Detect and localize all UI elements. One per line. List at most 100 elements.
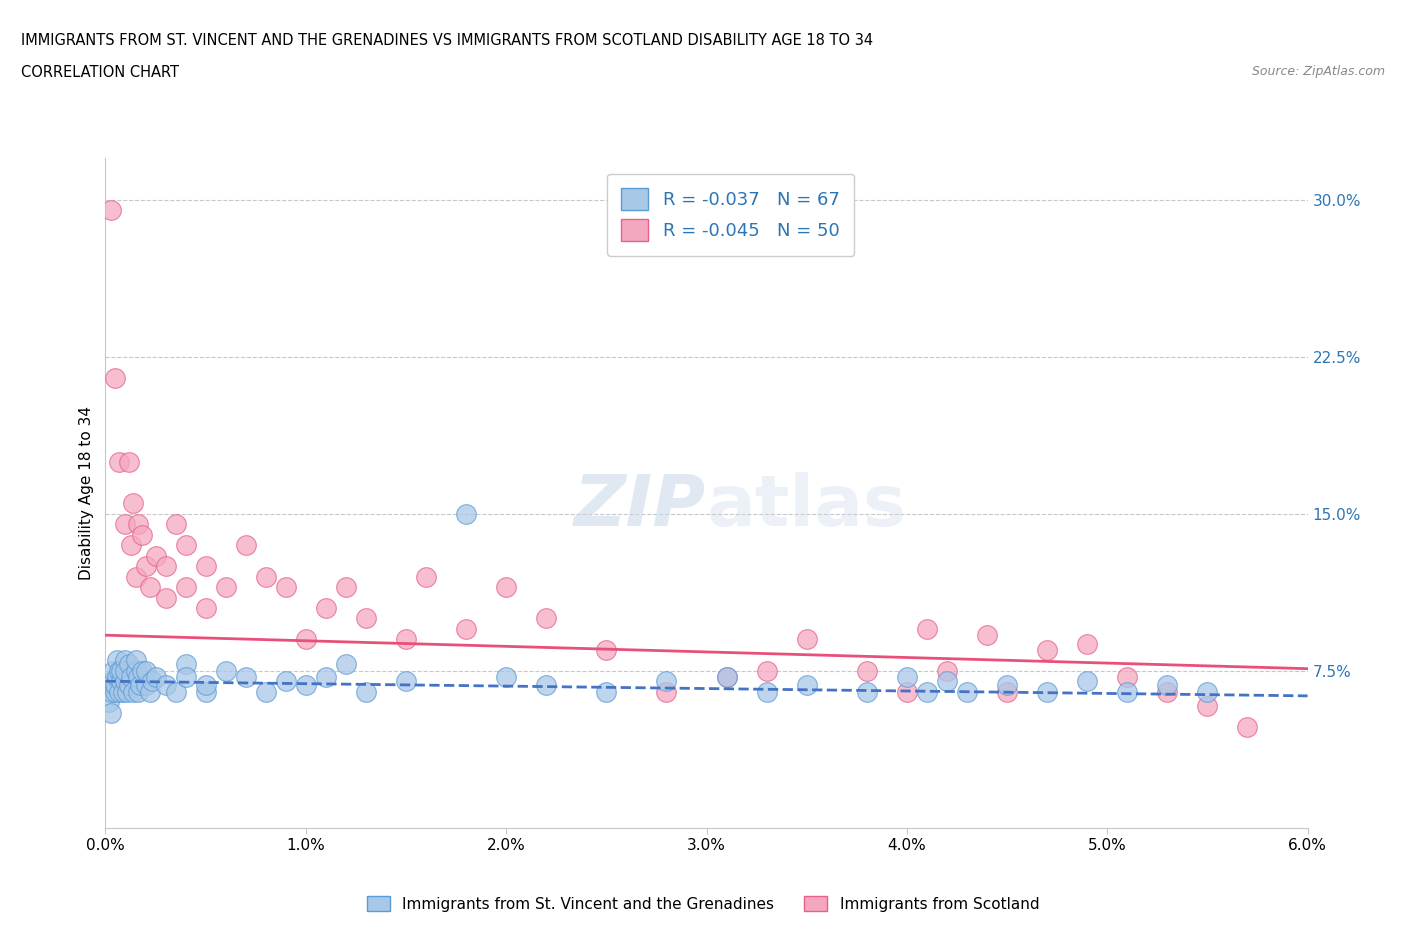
Point: [1076, 673, 1098, 688]
Point: [127, 684, 149, 699]
Text: IMMIGRANTS FROM ST. VINCENT AND THE GRENADINES VS IMMIGRANTS FROM SCOTLAND DISAB: IMMIGRANTS FROM ST. VINCENT AND THE GREN…: [21, 33, 873, 47]
Point: [274, 673, 297, 688]
Point: [534, 678, 557, 693]
Point: [118, 454, 141, 469]
Point: [110, 673, 132, 688]
Point: [124, 569, 146, 584]
Point: [295, 678, 318, 693]
Point: [214, 579, 236, 594]
Point: [138, 579, 160, 594]
Point: [335, 579, 357, 594]
Point: [104, 684, 127, 699]
Point: [194, 678, 217, 693]
Point: [155, 678, 177, 693]
Point: [254, 569, 277, 584]
Point: [103, 673, 125, 688]
Point: [915, 621, 938, 636]
Point: [315, 601, 337, 616]
Point: [104, 370, 127, 385]
Point: [194, 684, 217, 699]
Point: [108, 684, 131, 699]
Text: CORRELATION CHART: CORRELATION CHART: [21, 65, 179, 80]
Point: [128, 678, 150, 693]
Point: [155, 559, 177, 574]
Point: [595, 684, 617, 699]
Point: [395, 673, 418, 688]
Point: [936, 673, 959, 688]
Point: [1036, 643, 1059, 658]
Point: [121, 538, 143, 552]
Point: [1236, 720, 1258, 735]
Point: [114, 653, 136, 668]
Point: [1116, 684, 1139, 699]
Point: [114, 673, 136, 688]
Point: [495, 579, 517, 594]
Point: [354, 684, 377, 699]
Point: [122, 684, 145, 699]
Point: [112, 684, 135, 699]
Point: [174, 579, 197, 594]
Point: [98, 695, 121, 710]
Point: [796, 632, 818, 647]
Point: [145, 548, 167, 563]
Point: [796, 678, 818, 693]
Point: [110, 663, 132, 678]
Point: [235, 538, 257, 552]
Point: [124, 663, 146, 678]
Y-axis label: Disability Age 18 to 34: Disability Age 18 to 34: [79, 405, 94, 580]
Point: [122, 496, 145, 511]
Point: [295, 632, 318, 647]
Point: [194, 601, 217, 616]
Point: [995, 678, 1018, 693]
Legend: Immigrants from St. Vincent and the Grenadines, Immigrants from Scotland: Immigrants from St. Vincent and the Gren…: [361, 889, 1045, 918]
Point: [1156, 678, 1178, 693]
Point: [131, 527, 153, 542]
Point: [1116, 670, 1139, 684]
Point: [165, 684, 187, 699]
Point: [100, 203, 122, 218]
Point: [395, 632, 418, 647]
Point: [135, 678, 157, 693]
Point: [114, 663, 136, 678]
Point: [534, 611, 557, 626]
Point: [127, 517, 149, 532]
Point: [104, 678, 127, 693]
Point: [454, 506, 477, 521]
Point: [1197, 684, 1219, 699]
Point: [495, 670, 517, 684]
Text: Source: ZipAtlas.com: Source: ZipAtlas.com: [1251, 65, 1385, 78]
Point: [103, 663, 125, 678]
Point: [655, 684, 678, 699]
Point: [755, 663, 778, 678]
Point: [135, 559, 157, 574]
Point: [118, 657, 141, 671]
Text: ZIP: ZIP: [574, 472, 707, 540]
Point: [107, 653, 129, 668]
Point: [100, 684, 122, 699]
Point: [254, 684, 277, 699]
Point: [155, 591, 177, 605]
Point: [174, 657, 197, 671]
Point: [716, 670, 738, 684]
Text: atlas: atlas: [707, 472, 907, 540]
Point: [896, 670, 918, 684]
Point: [655, 673, 678, 688]
Point: [214, 663, 236, 678]
Point: [1197, 699, 1219, 714]
Point: [936, 663, 959, 678]
Point: [174, 538, 197, 552]
Point: [107, 670, 129, 684]
Point: [415, 569, 437, 584]
Point: [114, 517, 136, 532]
Point: [716, 670, 738, 684]
Point: [108, 663, 131, 678]
Point: [855, 684, 877, 699]
Point: [755, 684, 778, 699]
Point: [956, 684, 979, 699]
Point: [141, 673, 163, 688]
Point: [235, 670, 257, 684]
Point: [454, 621, 477, 636]
Point: [1156, 684, 1178, 699]
Point: [145, 670, 167, 684]
Point: [165, 517, 187, 532]
